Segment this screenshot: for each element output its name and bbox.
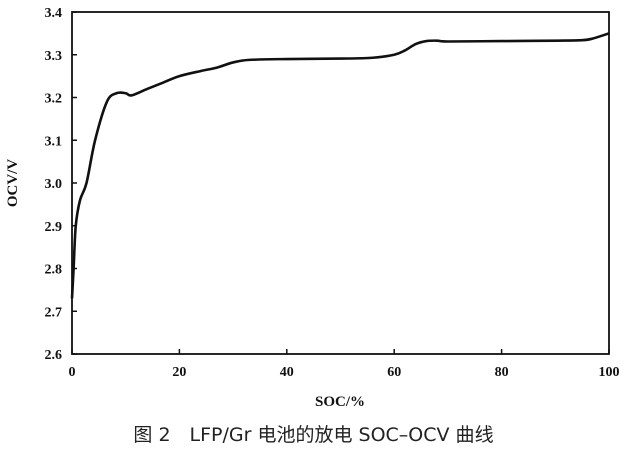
y-tick-label: 3.0 <box>45 177 63 192</box>
y-axis-label: OCV/V <box>5 159 21 208</box>
y-tick-label: 3.1 <box>45 134 63 149</box>
x-tick-label: 80 <box>495 365 509 380</box>
y-tick-label: 2.7 <box>45 305 63 320</box>
y-tick-label: 3.2 <box>45 92 63 107</box>
y-tick-label: 3.4 <box>45 6 63 21</box>
ticks: 0 20 40 60 80 100 2.6 2.7 2.8 2.9 3.0 3.1 3.2 3.3 3.4 <box>45 6 620 380</box>
x-axis-label: SOC/% <box>315 394 365 410</box>
figure-caption: 图 2 LFP/Gr 电池的放电 SOC–OCV 曲线 <box>133 424 494 446</box>
y-tick-label: 2.6 <box>45 348 63 363</box>
y-tick-label: 2.8 <box>45 263 63 278</box>
series-line-ocv <box>70 32 610 299</box>
axes <box>71 11 610 355</box>
x-tick-label: 100 <box>599 365 620 380</box>
y-tick-label: 3.3 <box>45 49 63 64</box>
x-tick-label: 40 <box>280 365 294 380</box>
x-tick-label: 0 <box>69 365 76 380</box>
soc-ocv-chart: 0 20 40 60 80 1002.62.72.82.93.03.13.23.33.4 … <box>5 6 620 410</box>
x-tick-label: 60 <box>387 365 401 380</box>
plot-frame <box>71 11 610 355</box>
y-tick-label: 2.9 <box>45 220 63 235</box>
x-tick-label: 20 <box>172 365 186 380</box>
